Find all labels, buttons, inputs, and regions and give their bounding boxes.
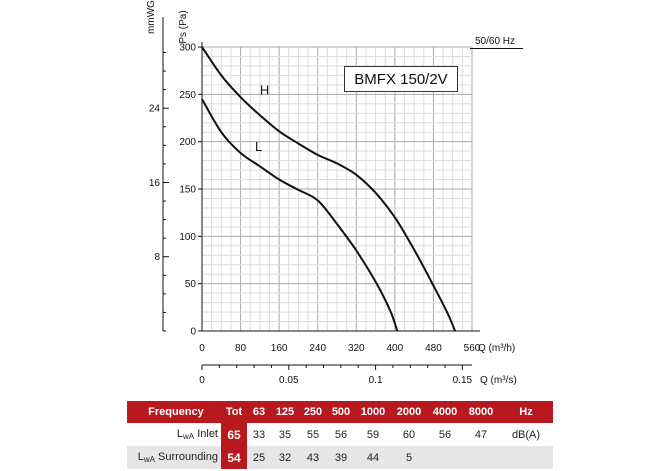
noise-value-cell [463,446,499,469]
noise-value-cell: 44 [355,446,391,469]
noise-value-cell: 35 [271,423,299,446]
y-tick-label: 200 [179,137,196,148]
curve-label-l: L [255,139,262,154]
noise-header-cell: Hz [499,401,553,423]
y-tick-label: 50 [185,279,197,290]
x-tick-label: 480 [425,343,442,354]
noise-value-cell [499,446,553,469]
noise-header-cell: 250 [299,401,327,423]
noise-row-label-part: wA [143,455,155,464]
noise-row-label-part: L [137,451,144,463]
model-label: BMFX 150/2V [344,66,458,92]
curve-h [201,46,457,332]
x2-tick-label: 0.1 [369,375,383,386]
x2-axis-label: Q (m³/s) [480,375,517,386]
x-axis-label: Q (m³/h) [478,343,515,354]
noise-row-label-part: wA [183,432,195,441]
curve-l [201,98,399,332]
y2-tick-label: 16 [149,178,161,189]
chart-axes: 300 250 200 150 100 50 0 Ps (Pa) 24 16 8 mmWG 0 80 160… [146,0,517,386]
chart-labels: HL [255,82,269,154]
x-tick-label: 80 [235,343,247,354]
noise-table-row-surrounding: LwA Surrounding 54 25 32 43 39 44 5 [127,446,553,469]
noise-value-cell: 39 [327,446,355,469]
noise-value-cell: 55 [299,423,327,446]
noise-row-label-part: Inlet [194,428,218,440]
y2-axis-label: mmWG [146,0,157,34]
y-tick-label: 300 [179,43,196,54]
noise-value-cell: 32 [271,446,299,469]
noise-value-cell: 59 [355,423,391,446]
noise-header-cell: 1000 [355,401,391,423]
noise-header-frequency: Frequency [127,401,221,423]
chart-grid [201,46,473,332]
noise-row-label: LwA Surrounding [127,446,221,469]
x-tick-label: 0 [199,343,205,354]
noise-value-cell: 47 [463,423,499,446]
noise-header-cell: 125 [271,401,299,423]
y2-tick-label: 8 [154,252,160,263]
x2-tick-label: 0 [199,375,205,386]
y-axis-label: Ps (Pa) [178,10,189,43]
noise-table-header: Frequency Tot 63 125 250 500 1000 2000 4000 8000 H… [127,401,553,423]
y-tick-label: 250 [179,90,196,101]
frequency-underline [470,48,523,49]
noise-value-cell: 33 [247,423,271,446]
noise-row-label-part: Surrounding [155,451,218,463]
noise-value-cell: 60 [391,423,427,446]
noise-value-cell: 25 [247,446,271,469]
x2-tick-label: 0.15 [453,375,473,386]
x-tick-label: 560 [464,343,481,354]
y-tick-label: 100 [179,232,196,243]
frequency-label: 50/60 Hz [475,36,516,47]
noise-header-cell: Tot [221,401,247,423]
noise-row-label: LwA Inlet [127,423,221,446]
noise-header-cell: 500 [327,401,355,423]
noise-header-cell: 8000 [463,401,499,423]
noise-value-cell: dB(A) [499,423,553,446]
noise-value-cell: 56 [327,423,355,446]
noise-header-cell: 63 [247,401,271,423]
noise-total-cell: 54 [221,446,247,469]
chart-curves [201,46,457,332]
noise-row-label-part: L [176,428,184,440]
x-tick-label: 400 [387,343,404,354]
noise-total-cell: 65 [221,423,247,446]
noise-value-cell: 5 [391,446,427,469]
noise-table-row-inlet: LwA Inlet 65 33 35 55 56 59 60 56 47 dB(A) [127,423,553,446]
y2-tick-label: 24 [149,104,161,115]
noise-value-cell: 56 [427,423,463,446]
curve-label-h: H [260,82,269,97]
x2-tick-label: 0.05 [279,375,299,386]
x-tick-label: 160 [271,343,288,354]
noise-value-cell: 43 [299,446,327,469]
noise-header-cell: 2000 [391,401,427,423]
noise-table: Frequency Tot 63 125 250 500 1000 2000 4000 8000 H… [127,401,553,469]
noise-value-cell [427,446,463,469]
fan-performance-chart: 300 250 200 150 100 50 0 Ps (Pa) 24 16 8 mmWG 0 80 160… [146,0,517,386]
x-tick-label: 320 [348,343,365,354]
x-tick-label: 240 [309,343,326,354]
y-tick-label: 0 [190,327,196,338]
y-tick-label: 150 [179,185,196,196]
noise-header-cell: 4000 [427,401,463,423]
